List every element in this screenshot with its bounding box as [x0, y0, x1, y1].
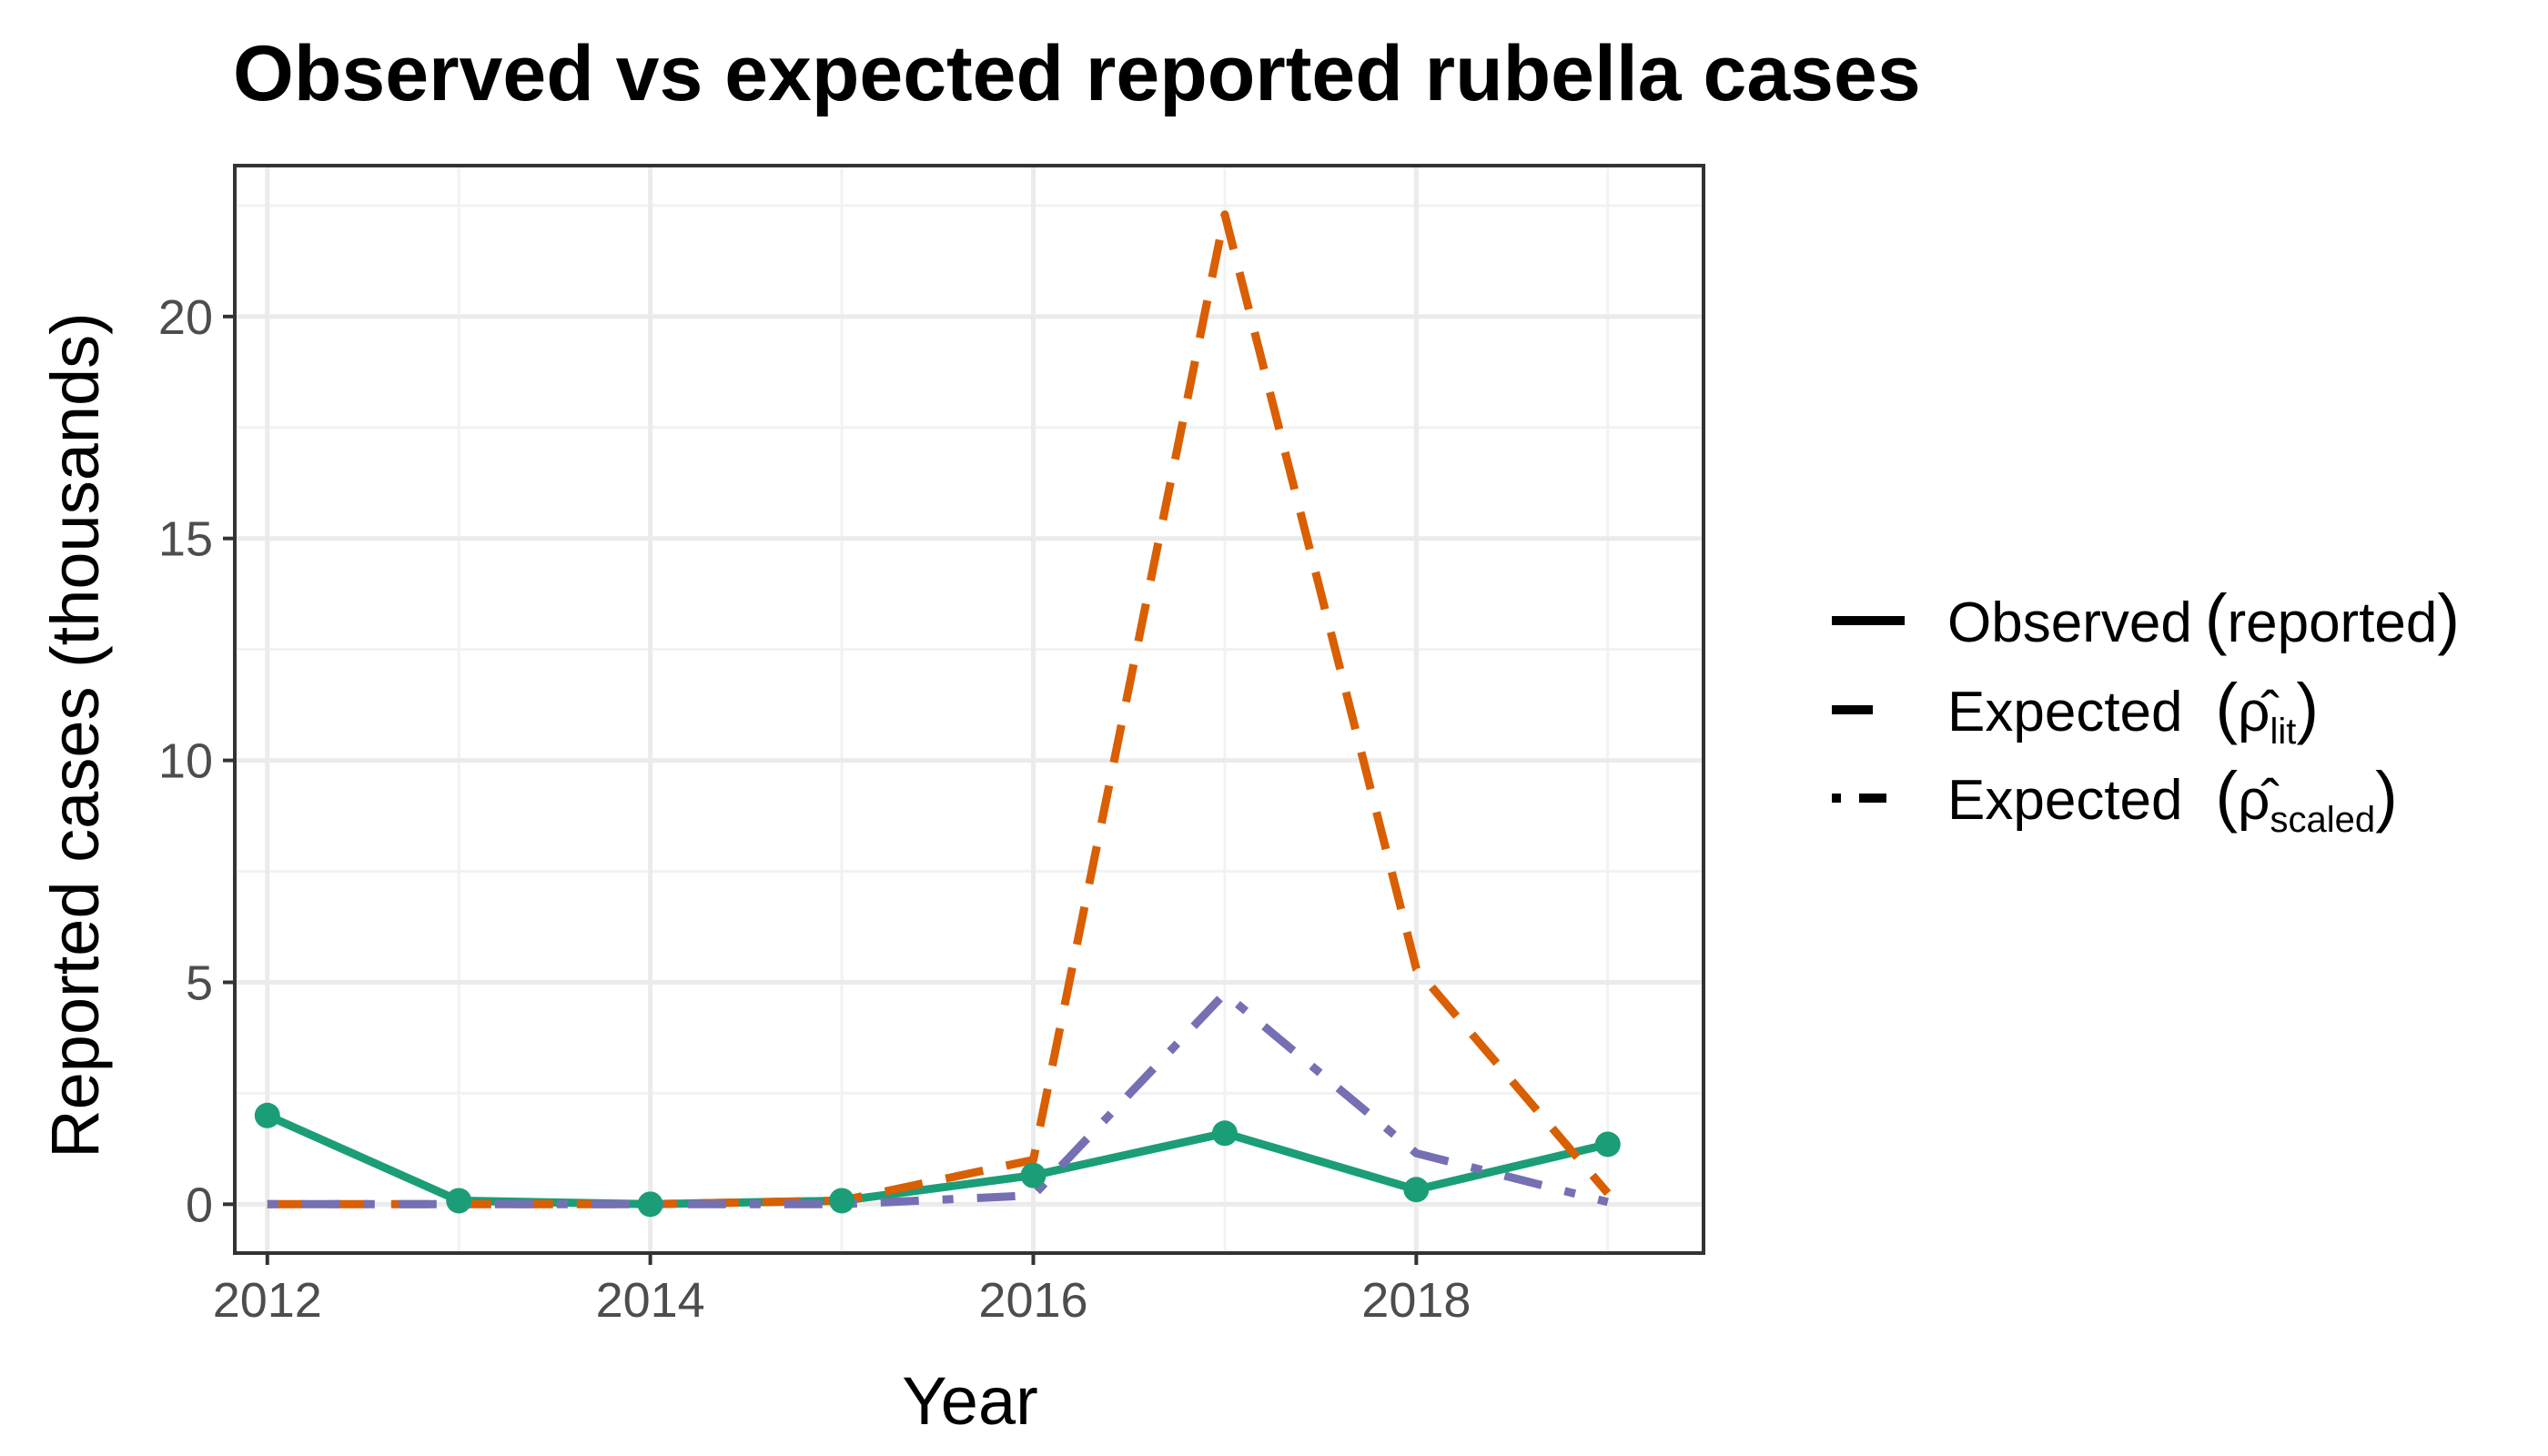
- data-point-observed: [254, 1102, 280, 1128]
- legend-label-scaled: Expected (ρ̂scaled): [1947, 758, 2398, 840]
- data-point-observed: [446, 1188, 472, 1214]
- plot-background: [235, 166, 1704, 1253]
- data-point-observed: [1211, 1120, 1238, 1147]
- chart-title: Observed vs expected reported rubella ca…: [233, 30, 1921, 117]
- series-line-lit: [267, 210, 1612, 1208]
- x-tick-label: 2012: [213, 1273, 322, 1328]
- y-tick-label: 20: [158, 290, 213, 345]
- data-point-observed: [1594, 1131, 1621, 1158]
- plot-border: [233, 164, 1705, 1255]
- plot-panel: 2012 2014 2016 2018 0 5 10 15 20: [158, 164, 1705, 1328]
- y-tick-label: 10: [158, 734, 213, 789]
- y-tick-label: 15: [158, 512, 213, 567]
- y-axis-title: Reported cases (thousands): [37, 312, 113, 1158]
- y-tick-label: 0: [186, 1178, 213, 1232]
- legend-label-observed: Observed (reported): [1947, 581, 2460, 656]
- data-point-observed: [1020, 1162, 1046, 1188]
- y-tick-label: 5: [186, 956, 213, 1010]
- x-tick-label: 2018: [1361, 1273, 1471, 1328]
- x-tick-label: 2014: [596, 1273, 705, 1328]
- legend-label-lit: Expected (ρ̂lit): [1947, 670, 2319, 752]
- x-axis-title: Year: [902, 1363, 1038, 1439]
- data-point-observed: [829, 1188, 855, 1214]
- data-point-observed: [637, 1191, 663, 1218]
- legend: Observed (reported) Expected (ρ̂lit) Expec…: [1832, 581, 2460, 840]
- x-tick-label: 2016: [978, 1273, 1087, 1328]
- data-point-observed: [1403, 1177, 1430, 1203]
